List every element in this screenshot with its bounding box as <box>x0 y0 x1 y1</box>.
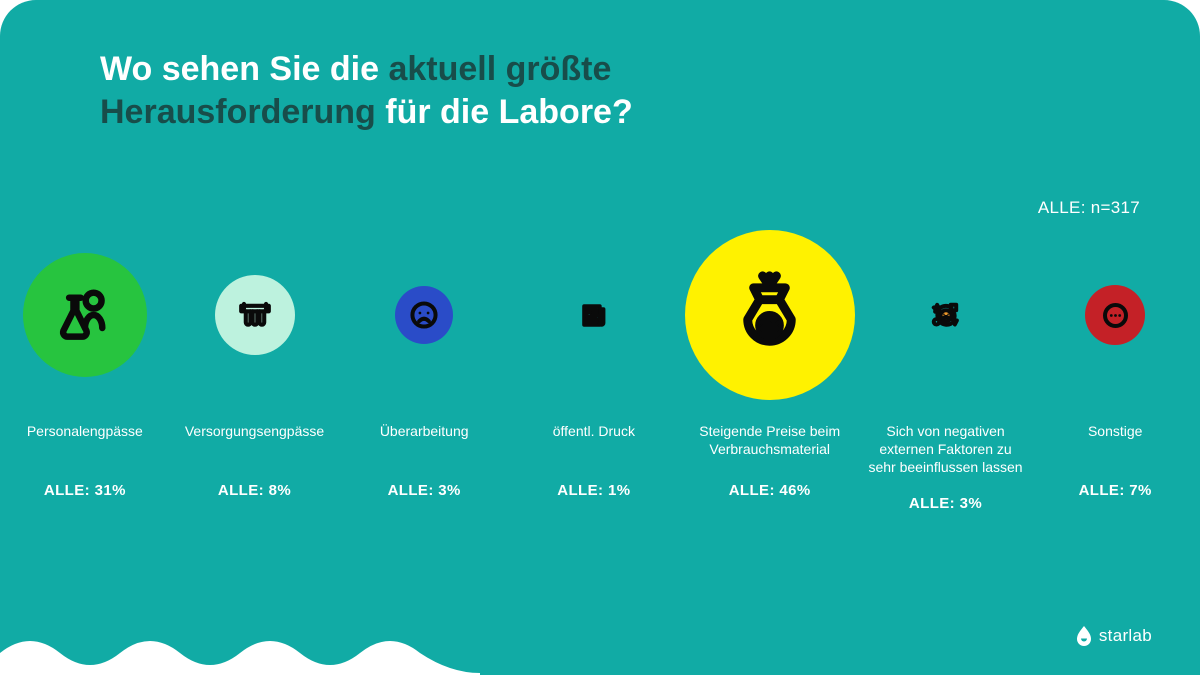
sample-size: ALLE: n=317 <box>1038 198 1140 218</box>
item-label: öffentl. Druck <box>553 422 635 464</box>
chart-item-preise: Steigende Preise beim Verbrauchsmaterial… <box>679 230 861 499</box>
bubble-wrap <box>515 230 673 400</box>
infographic-card: Wo sehen Sie die aktuell größte Herausfo… <box>0 0 1200 675</box>
chart-item-negativ: Sich von negativen externen Faktoren zu … <box>861 230 1031 512</box>
item-value: ALLE: 8% <box>218 482 291 499</box>
newspaper-icon <box>578 300 609 331</box>
item-label: Personalengpässe <box>27 422 143 464</box>
item-value: ALLE: 7% <box>1079 482 1152 499</box>
test-tubes-icon <box>232 292 278 338</box>
item-label: Überarbeitung <box>380 422 469 464</box>
bubble-wrap <box>867 230 1025 400</box>
brand-drop-icon <box>1075 625 1093 647</box>
chart-item-ueberarbeitung: Überarbeitung ALLE: 3% <box>339 230 509 499</box>
item-label: Versorgungsengpässe <box>185 422 324 464</box>
item-value: ALLE: 3% <box>909 495 982 512</box>
chart-item-druck: öffentl. Druck ALLE: 1% <box>509 230 679 499</box>
title-em2: Herausforderung <box>100 93 376 131</box>
wave-decoration <box>0 629 480 675</box>
title-part1: Wo sehen Sie die <box>100 50 388 88</box>
bubble-wrap <box>1036 230 1194 400</box>
page-title: Wo sehen Sie die aktuell größte Herausfo… <box>100 48 633 133</box>
item-label: Sich von negativen externen Faktoren zu … <box>867 422 1025 477</box>
bubble <box>215 275 295 355</box>
ellipsis-icon <box>1098 298 1133 333</box>
item-value: ALLE: 1% <box>557 482 630 499</box>
shapes-face-icon <box>929 298 963 332</box>
bubble-row: Personalengpässe ALLE: 31% Versorgungseng… <box>0 230 1200 550</box>
bubble <box>1085 285 1145 345</box>
item-label: Steigende Preise beim Verbrauchsmaterial <box>685 422 855 464</box>
bubble <box>917 286 975 344</box>
bubble <box>685 230 855 400</box>
title-em1: aktuell größte <box>388 50 611 88</box>
sad-face-icon <box>407 298 441 332</box>
chart-item-personal: Personalengpässe ALLE: 31% <box>0 230 170 499</box>
bubble <box>23 253 147 377</box>
item-value: ALLE: 3% <box>388 482 461 499</box>
brand-text: starlab <box>1099 626 1152 646</box>
bubble-wrap <box>345 230 503 400</box>
flask-person-icon <box>49 279 121 351</box>
item-value: ALLE: 31% <box>44 482 126 499</box>
item-label: Sonstige <box>1088 422 1142 464</box>
bubble <box>567 288 621 342</box>
bubble <box>395 286 453 344</box>
bubble-wrap <box>176 230 334 400</box>
bubble-wrap <box>6 230 164 400</box>
brand: starlab <box>1075 625 1152 647</box>
chart-item-versorgung: Versorgungsengpässe ALLE: 8% <box>170 230 340 499</box>
bubble-wrap <box>685 230 855 400</box>
money-bag-icon <box>720 266 819 365</box>
item-value: ALLE: 46% <box>729 482 811 499</box>
title-part2: für die Labore? <box>376 93 633 131</box>
chart-item-sonstige: Sonstige ALLE: 7% <box>1030 230 1200 499</box>
